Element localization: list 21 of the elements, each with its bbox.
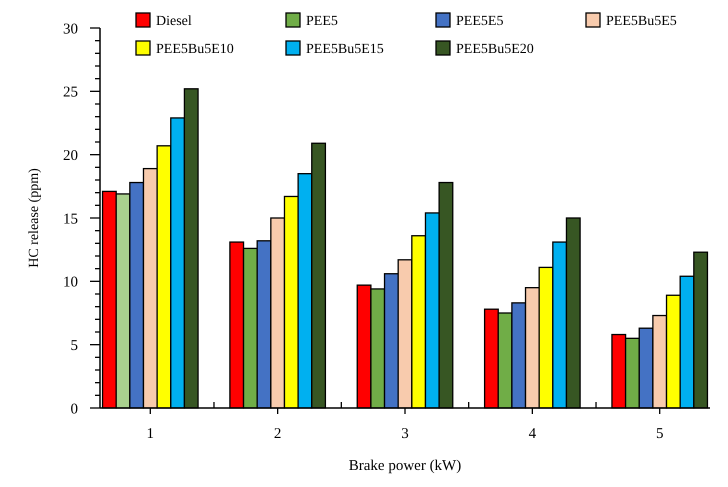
legend-label: PEE5E5 xyxy=(456,14,504,29)
x-tick-label: 1 xyxy=(146,426,154,442)
y-tick-label: 15 xyxy=(63,211,78,228)
x-axis-title: Brake power (kW) xyxy=(348,458,462,474)
legend-label: Diesel xyxy=(156,14,192,29)
legend-label: PEE5Bu5E10 xyxy=(156,42,234,57)
x-tick-label: 4 xyxy=(528,426,537,442)
y-axis-title: HC release (ppm) xyxy=(27,168,42,268)
y-tick-label: 25 xyxy=(63,84,78,101)
y-tick-label: 10 xyxy=(63,274,78,291)
x-tick-label: 2 xyxy=(274,426,282,442)
y-tick-label: 30 xyxy=(63,21,78,38)
x-tick-label: 3 xyxy=(401,426,409,442)
legend-label: PEE5Bu5E5 xyxy=(606,14,677,29)
legend-label: PEE5Bu5E15 xyxy=(306,42,384,57)
x-tick-label: 5 xyxy=(656,426,664,442)
y-tick-label: 5 xyxy=(70,338,78,354)
y-tick-label: 20 xyxy=(63,148,78,164)
legend-label: PEE5Bu5E20 xyxy=(456,42,534,57)
legend-label: PEE5 xyxy=(306,14,338,29)
y-tick-label: 0 xyxy=(70,401,78,418)
